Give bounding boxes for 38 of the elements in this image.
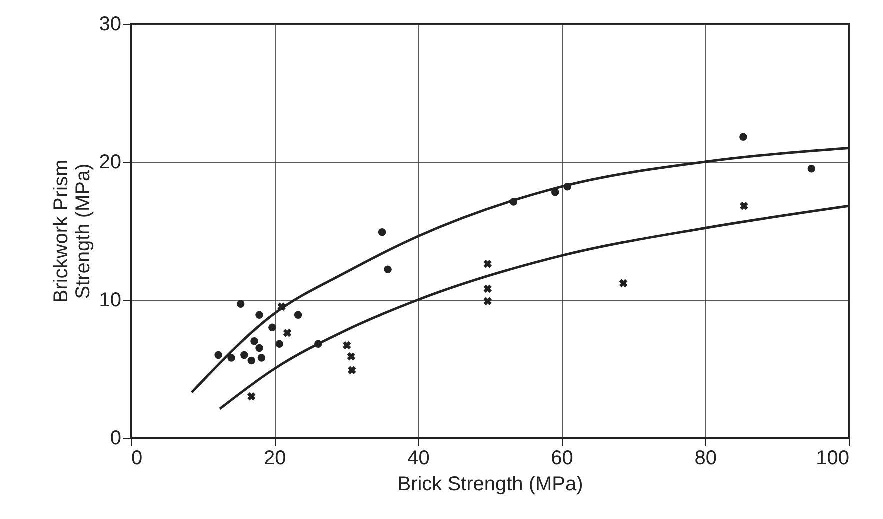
point: [276, 340, 284, 348]
point: [808, 165, 816, 173]
point: [347, 352, 356, 361]
point: [268, 324, 276, 332]
point: [740, 202, 748, 210]
y-tick-label: 0: [110, 428, 122, 450]
point: [484, 284, 492, 294]
x-tick-label: 100: [816, 448, 850, 470]
point: [484, 260, 492, 268]
point: [228, 354, 236, 362]
point: [342, 341, 352, 350]
x-tick-label: 20: [264, 448, 286, 470]
y-tick-label: 30: [99, 14, 122, 36]
point: [740, 133, 748, 142]
point: [378, 228, 386, 236]
point: [247, 392, 256, 401]
point: [283, 328, 292, 338]
point: [248, 356, 256, 365]
point: [214, 351, 222, 360]
point: [240, 351, 248, 360]
x-tick-label: 40: [408, 448, 430, 470]
point: [619, 279, 628, 288]
point: [484, 297, 492, 306]
point: [236, 300, 245, 308]
point: [256, 344, 264, 352]
y-axis-title: Brickwork Prism Strength (MPa): [50, 160, 94, 304]
point: [348, 366, 356, 375]
point: [294, 311, 302, 320]
y-tick-label: 10: [99, 290, 122, 312]
x-tick-label: 80: [694, 448, 718, 470]
point: [256, 311, 264, 320]
point: [258, 354, 266, 362]
point: [250, 338, 258, 346]
x-tick-label: 60: [551, 448, 574, 470]
x-axis-title: Brick Strength (MPa): [398, 474, 584, 496]
y-tick-label: 20: [99, 152, 122, 174]
x-tick-label: 0: [132, 448, 143, 470]
point: [384, 266, 392, 274]
